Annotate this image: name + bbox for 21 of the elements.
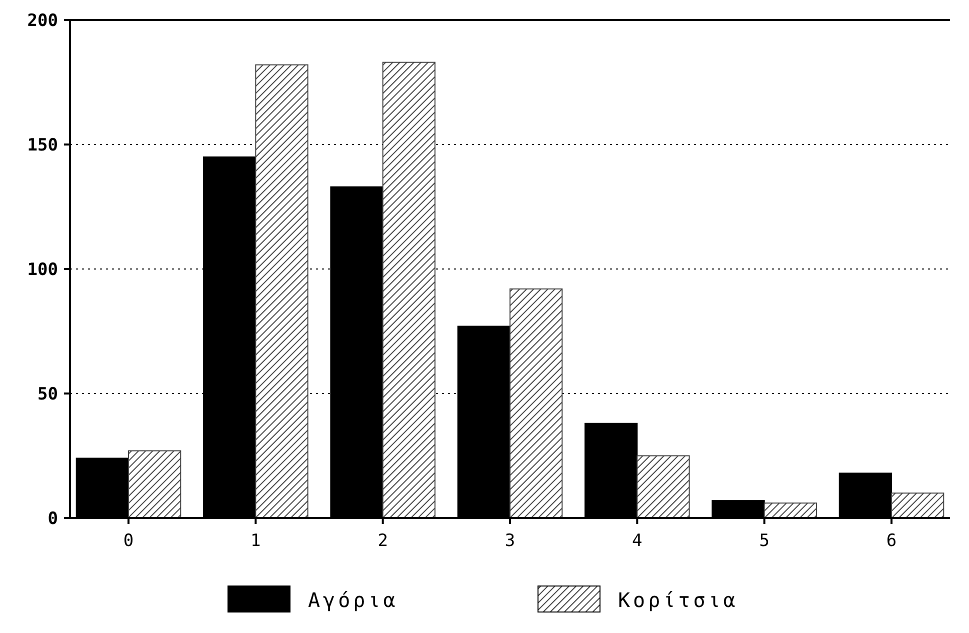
bar — [764, 502, 817, 518]
bar — [891, 492, 944, 518]
y-tick-label: 0 — [48, 508, 58, 529]
x-tick-label: 2 — [378, 531, 388, 551]
x-tick-label: 5 — [759, 531, 770, 551]
x-tick-label: 6 — [886, 531, 897, 551]
bar — [382, 62, 436, 518]
x-tick-label: 1 — [250, 531, 261, 551]
x-tick-label: 4 — [632, 531, 642, 551]
y-tick-label: 100 — [27, 260, 58, 280]
bar — [255, 64, 308, 518]
y-tick-label: 50 — [38, 384, 58, 404]
legend-label: Αγόρια — [308, 588, 398, 612]
legend-label: Κορίτσια — [618, 588, 738, 612]
bar — [510, 288, 563, 518]
x-tick-label: 0 — [123, 531, 134, 551]
y-tick-label: 150 — [27, 135, 58, 156]
bar — [128, 450, 182, 518]
y-tick-label: 200 — [27, 10, 58, 31]
bar — [636, 455, 690, 518]
x-tick-label: 3 — [504, 531, 516, 551]
